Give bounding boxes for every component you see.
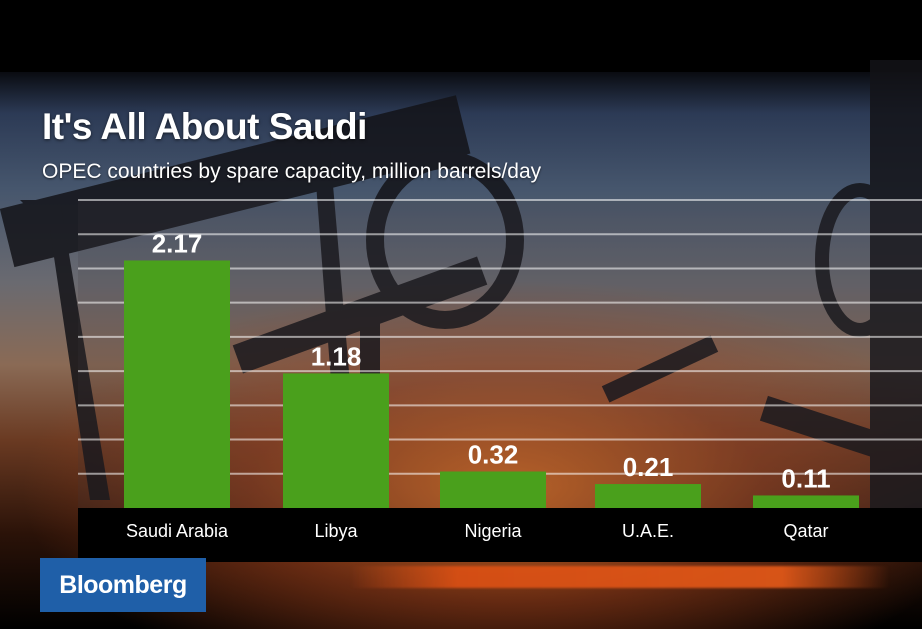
category-label: Libya xyxy=(314,521,358,541)
chart-title: It's All About Saudi xyxy=(42,106,367,147)
value-labels: 2.17 1.18 0.32 0.21 0.11 xyxy=(152,228,831,493)
category-label: Saudi Arabia xyxy=(126,521,229,541)
bar xyxy=(124,260,230,508)
horizon-glow xyxy=(350,566,890,588)
bar-value-label: 0.21 xyxy=(623,452,674,482)
category-label: Qatar xyxy=(783,521,828,541)
bar-value-label: 0.32 xyxy=(468,439,519,469)
chart-subtitle: OPEC countries by spare capacity, millio… xyxy=(42,160,542,183)
bars xyxy=(124,260,859,508)
bar xyxy=(753,495,859,508)
bar-value-label: 0.11 xyxy=(781,463,830,493)
bar-value-label: 2.17 xyxy=(152,228,203,258)
category-labels: Saudi Arabia Libya Nigeria U.A.E. Qatar xyxy=(126,521,829,541)
bar xyxy=(283,373,389,508)
category-label: U.A.E. xyxy=(622,521,674,541)
bloomberg-logo: Bloomberg xyxy=(40,558,206,612)
category-label: Nigeria xyxy=(464,521,522,541)
bar xyxy=(440,471,546,508)
letterbox-top xyxy=(0,0,922,72)
x-axis-band xyxy=(78,508,922,562)
bar xyxy=(595,484,701,508)
bar-value-label: 1.18 xyxy=(311,341,362,371)
